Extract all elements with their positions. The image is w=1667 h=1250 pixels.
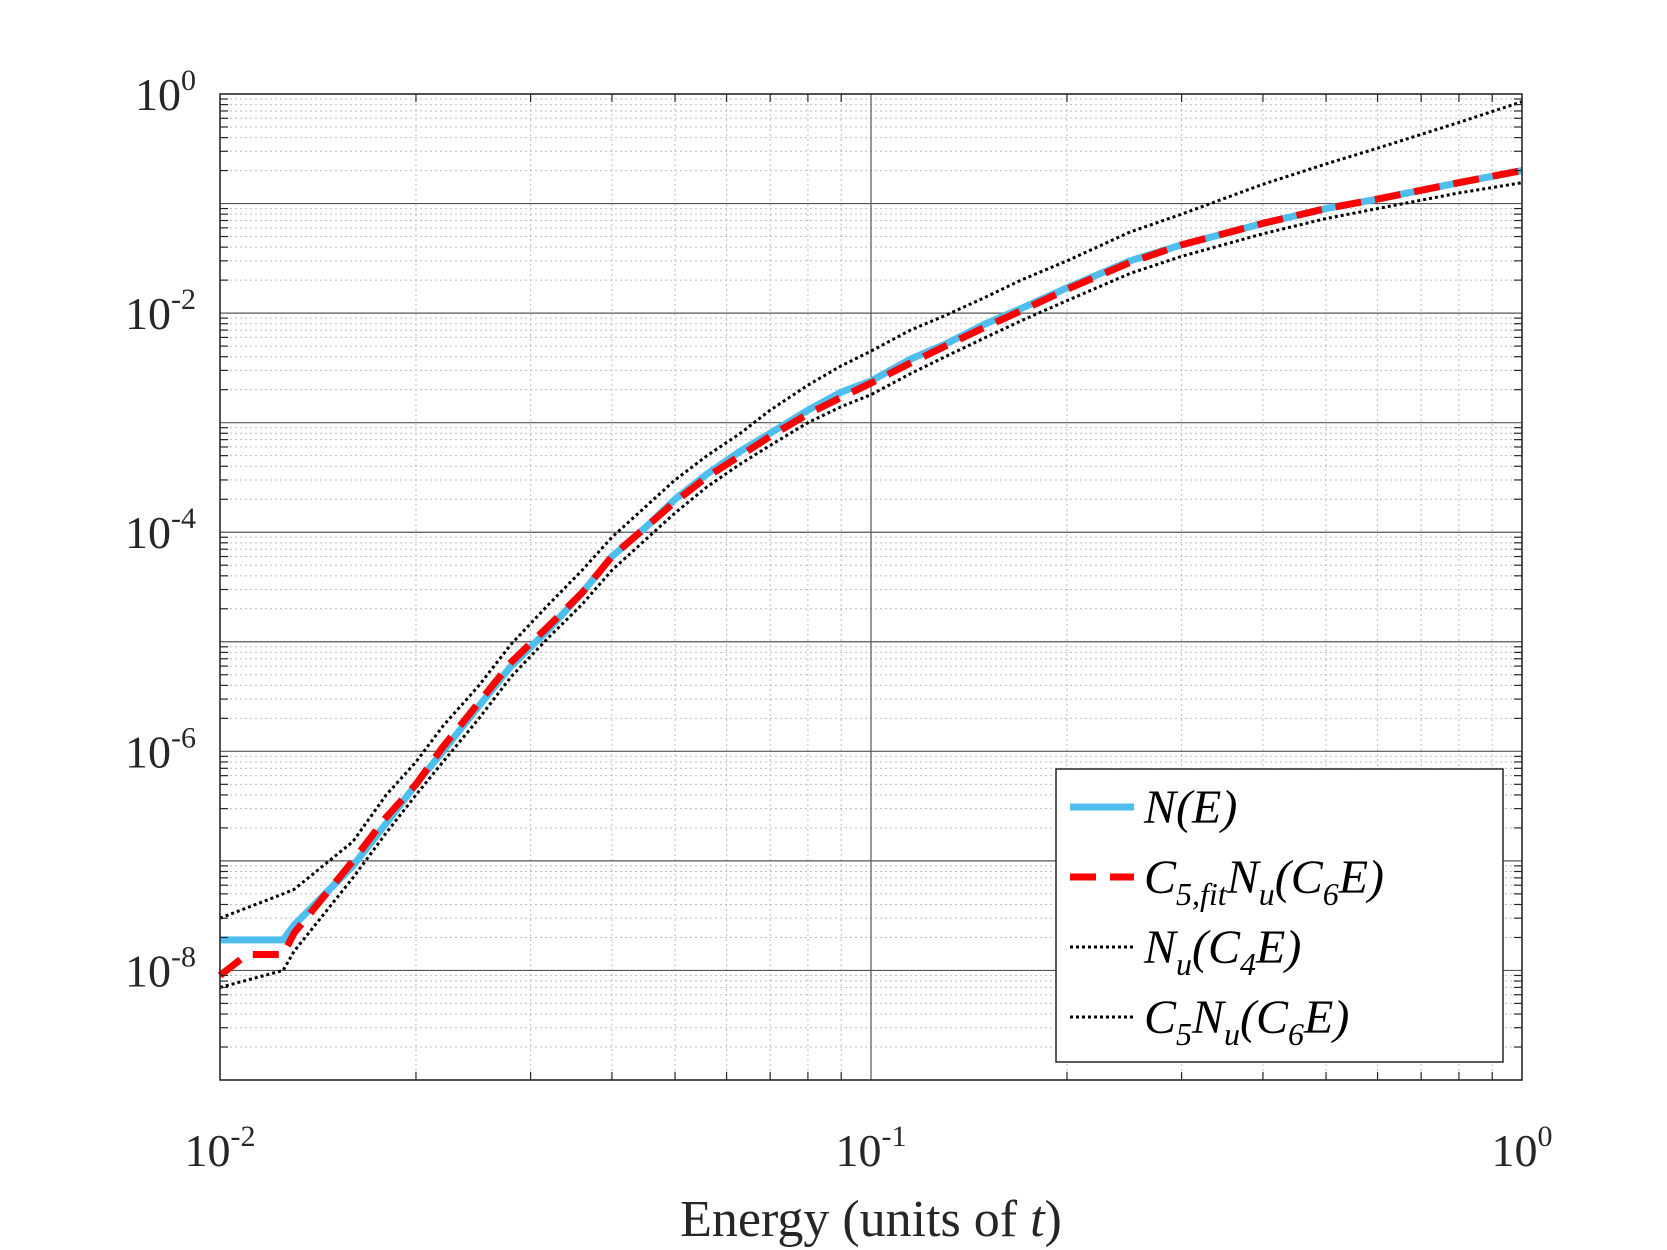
legend-label-part: (C <box>1275 851 1324 904</box>
legend-label-part: u <box>1224 1016 1240 1052</box>
axis-ticks <box>220 94 1522 1080</box>
legend-label-part: 6 <box>1288 1016 1304 1052</box>
series-line-3 <box>219 181 1523 989</box>
x-tick-labels: 10-2 10-1 100 <box>185 1120 1553 1176</box>
plot-frame <box>219 93 1523 1081</box>
series-line-2 <box>219 100 1523 920</box>
legend-label-part: C <box>1144 991 1177 1044</box>
y-tick-label: 100 <box>135 64 196 120</box>
x-tick-exponent: 0 <box>1538 1120 1553 1153</box>
y-tick-exponent: 0 <box>181 64 196 97</box>
y-tick-base: 10 <box>135 69 181 120</box>
x-tick-label: 100 <box>1492 1120 1553 1176</box>
legend-label-part: E) <box>1338 851 1384 904</box>
y-tick-exponent: -8 <box>171 940 196 973</box>
legend-label-part: N <box>1143 921 1179 974</box>
legend: N(E)C5,fitNu(C6E)Nu(C4E)C5Nu(C6E) <box>1055 768 1504 1063</box>
legend-label-part: N(E) <box>1143 781 1237 834</box>
legend-label-part: 5,fit <box>1176 876 1228 912</box>
legend-label-part: E) <box>1255 921 1301 974</box>
legend-label-part: 5 <box>1176 1016 1192 1052</box>
legend-label-part: u <box>1259 876 1275 912</box>
x-tick-label: 10-1 <box>836 1120 907 1176</box>
legend-label-part: 6 <box>1323 876 1339 912</box>
x-axis-label-var: t <box>1030 1191 1046 1248</box>
legend-label-part: (C <box>1240 991 1289 1044</box>
legend-box <box>1055 768 1504 1063</box>
y-tick-label: 10-6 <box>125 721 196 777</box>
legend-label-3: C5Nu(C6E) <box>1144 991 1349 1052</box>
x-tick-base: 10 <box>185 1125 231 1176</box>
x-axis-label-close: ) <box>1045 1191 1062 1248</box>
x-tick-exponent: -1 <box>882 1120 907 1153</box>
legend-label-part: N <box>1191 991 1227 1044</box>
y-tick-exponent: -2 <box>171 283 196 316</box>
series-layer <box>217 100 1523 989</box>
y-tick-label: 10-2 <box>125 283 196 339</box>
legend-label-part: E) <box>1303 991 1349 1044</box>
legend-label-part: (C <box>1192 921 1241 974</box>
legend-label-part: 4 <box>1240 946 1256 982</box>
x-tick-label: 10-2 <box>185 1120 256 1176</box>
legend-label-1: C5,fitNu(C6E) <box>1144 851 1384 912</box>
legend-label-part: u <box>1176 946 1192 982</box>
x-axis-label-text: Energy (units of <box>680 1191 1030 1248</box>
y-tick-label: 10-8 <box>125 940 196 996</box>
series-line-1 <box>217 167 1523 979</box>
y-tick-label: 10-4 <box>125 502 196 558</box>
y-tick-exponent: -4 <box>171 502 196 535</box>
y-tick-base: 10 <box>125 726 171 777</box>
legend-label-0: N(E) <box>1143 781 1237 834</box>
y-tick-base: 10 <box>125 507 171 558</box>
legend-label-part: N <box>1226 851 1262 904</box>
legend-label-2: Nu(C4E) <box>1143 921 1301 982</box>
y-tick-exponent: -6 <box>171 721 196 754</box>
x-tick-base: 10 <box>1492 1125 1538 1176</box>
x-tick-base: 10 <box>836 1125 882 1176</box>
x-axis-label: Energy (units of t) <box>680 1191 1062 1248</box>
x-tick-exponent: -2 <box>231 1120 256 1153</box>
legend-label-part: C <box>1144 851 1177 904</box>
y-tick-base: 10 <box>125 288 171 339</box>
y-tick-base: 10 <box>125 945 171 996</box>
